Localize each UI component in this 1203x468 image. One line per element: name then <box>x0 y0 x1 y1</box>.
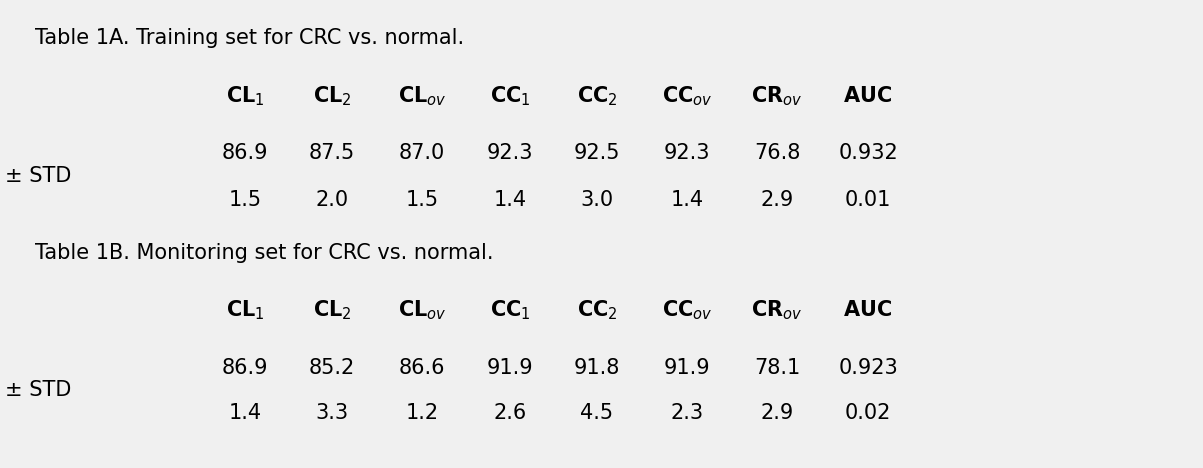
Text: 78.1: 78.1 <box>754 358 800 378</box>
Text: 86.9: 86.9 <box>221 358 268 378</box>
Text: $\mathbf{CL}_{2}$: $\mathbf{CL}_{2}$ <box>313 84 351 108</box>
Text: Table 1B. Monitoring set for CRC vs. normal.: Table 1B. Monitoring set for CRC vs. nor… <box>35 243 493 263</box>
Text: 91.9: 91.9 <box>664 358 710 378</box>
Text: $\mathbf{CR}_{ov}$: $\mathbf{CR}_{ov}$ <box>752 84 802 108</box>
Text: $\mathbf{CC}_{1}$: $\mathbf{CC}_{1}$ <box>490 298 531 322</box>
Text: $\mathbf{CR}_{ov}$: $\mathbf{CR}_{ov}$ <box>752 298 802 322</box>
Text: 2.9: 2.9 <box>760 190 794 210</box>
Text: 2.3: 2.3 <box>670 403 704 423</box>
Text: 1.5: 1.5 <box>229 190 261 210</box>
Text: 87.0: 87.0 <box>399 143 445 163</box>
Text: 76.8: 76.8 <box>754 143 800 163</box>
Text: 2.9: 2.9 <box>760 403 794 423</box>
Text: ± STD: ± STD <box>5 380 71 401</box>
Text: Table 1A. Training set for CRC vs. normal.: Table 1A. Training set for CRC vs. norma… <box>35 28 464 48</box>
Text: $\mathbf{CC}_{2}$: $\mathbf{CC}_{2}$ <box>576 298 617 322</box>
Text: $\mathbf{CL}_{2}$: $\mathbf{CL}_{2}$ <box>313 298 351 322</box>
Text: 91.9: 91.9 <box>487 358 533 378</box>
Text: 2.6: 2.6 <box>493 403 527 423</box>
Text: $\mathbf{CC}_{ov}$: $\mathbf{CC}_{ov}$ <box>662 298 712 322</box>
Text: ± STD: ± STD <box>5 167 71 187</box>
Text: 3.3: 3.3 <box>315 403 349 423</box>
Text: 3.0: 3.0 <box>580 190 614 210</box>
Text: 85.2: 85.2 <box>309 358 355 378</box>
Text: $\mathbf{CL}_{ov}$: $\mathbf{CL}_{ov}$ <box>398 298 446 322</box>
Text: 1.4: 1.4 <box>229 403 261 423</box>
Text: 1.4: 1.4 <box>670 190 704 210</box>
Text: $\mathbf{AUC}$: $\mathbf{AUC}$ <box>843 300 893 320</box>
Text: $\mathbf{CL}_{ov}$: $\mathbf{CL}_{ov}$ <box>398 84 446 108</box>
Text: 4.5: 4.5 <box>580 403 614 423</box>
Text: 92.3: 92.3 <box>487 143 533 163</box>
Text: 0.923: 0.923 <box>838 358 897 378</box>
Text: 92.3: 92.3 <box>664 143 710 163</box>
Text: 1.4: 1.4 <box>493 190 527 210</box>
Text: 87.5: 87.5 <box>309 143 355 163</box>
Text: 86.9: 86.9 <box>221 143 268 163</box>
Text: 86.6: 86.6 <box>398 358 445 378</box>
Text: 0.932: 0.932 <box>838 143 897 163</box>
Text: 0.02: 0.02 <box>845 403 891 423</box>
Text: $\mathbf{CC}_{2}$: $\mathbf{CC}_{2}$ <box>576 84 617 108</box>
Text: $\mathbf{CC}_{ov}$: $\mathbf{CC}_{ov}$ <box>662 84 712 108</box>
Text: 1.5: 1.5 <box>405 190 439 210</box>
Text: 91.8: 91.8 <box>574 358 621 378</box>
Text: 92.5: 92.5 <box>574 143 621 163</box>
Text: $\mathbf{CC}_{1}$: $\mathbf{CC}_{1}$ <box>490 84 531 108</box>
Text: $\mathbf{CL}_{1}$: $\mathbf{CL}_{1}$ <box>226 84 265 108</box>
Text: $\mathbf{AUC}$: $\mathbf{AUC}$ <box>843 86 893 106</box>
Text: 0.01: 0.01 <box>845 190 891 210</box>
Text: 1.2: 1.2 <box>405 403 439 423</box>
Text: 2.0: 2.0 <box>315 190 349 210</box>
Text: $\mathbf{CL}_{1}$: $\mathbf{CL}_{1}$ <box>226 298 265 322</box>
